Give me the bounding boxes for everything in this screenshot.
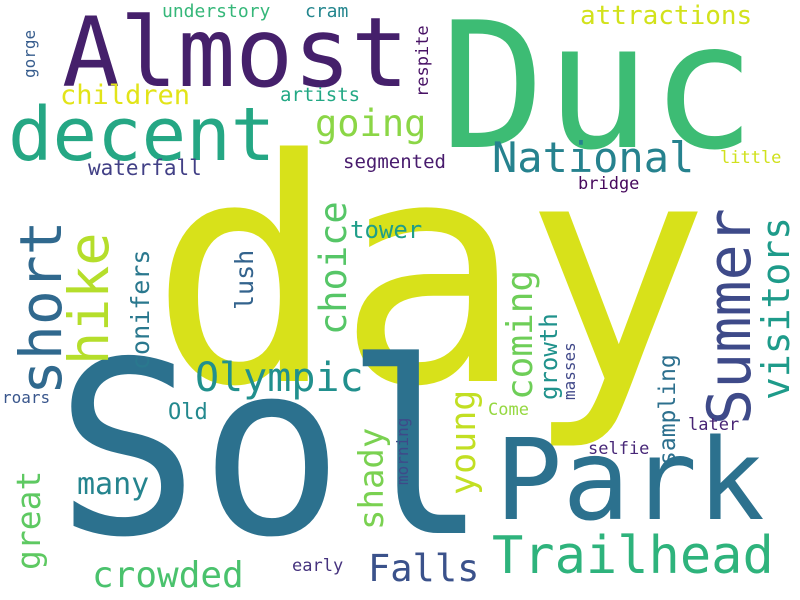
word-many: many <box>77 467 150 502</box>
word-young: young <box>444 389 484 495</box>
word-visitors: visitors <box>754 216 798 400</box>
word-tower: tower <box>350 216 423 244</box>
word-understory: understory <box>162 1 271 22</box>
word-cram: cram <box>305 1 349 22</box>
word-segmented: segmented <box>343 151 446 173</box>
word-respite: respite <box>413 25 433 97</box>
word-come: Come <box>488 400 529 420</box>
word-hike: hike <box>57 232 121 365</box>
word-early: early <box>292 556 344 576</box>
word-waterfall: waterfall <box>88 156 202 180</box>
word-children: children <box>60 80 191 111</box>
word-choice: choice <box>312 201 355 335</box>
word-decent: decent <box>8 92 276 178</box>
word-almost: Almost <box>62 0 409 109</box>
word-coming: coming <box>500 269 541 400</box>
word-national: National <box>492 133 695 182</box>
word-day: day <box>150 94 710 455</box>
word-trailhead: Trailhead <box>492 526 774 586</box>
word-old: Old <box>168 400 208 425</box>
word-little: little <box>720 148 782 168</box>
word-sampling: sampling <box>655 354 681 465</box>
word-duc: Duc <box>440 0 757 189</box>
word-morning: morning <box>393 417 412 485</box>
word-summer: Summer <box>695 208 765 425</box>
word-going: going <box>315 102 427 145</box>
word-shady: shady <box>352 427 392 530</box>
word-gorge: gorge <box>20 29 39 78</box>
word-conifers: conifers <box>126 249 155 370</box>
word-lush: lush <box>230 249 259 310</box>
word-sol: Sol <box>55 310 489 590</box>
word-olympic: Olympic <box>195 355 364 401</box>
word-falls: Falls <box>368 547 480 590</box>
word-later: later <box>688 415 740 435</box>
word-masses: masses <box>560 342 579 400</box>
word-roars: roars <box>2 388 51 407</box>
word-attractions: attractions <box>580 1 753 31</box>
word-growth: growth <box>535 313 563 400</box>
word-artists: artists <box>280 84 361 106</box>
word-selfie: selfie <box>588 439 650 459</box>
word-crowded: crowded <box>92 555 244 596</box>
word-great: great <box>9 470 48 570</box>
word-bridge: bridge <box>578 174 640 194</box>
word-park: Park <box>495 416 765 546</box>
